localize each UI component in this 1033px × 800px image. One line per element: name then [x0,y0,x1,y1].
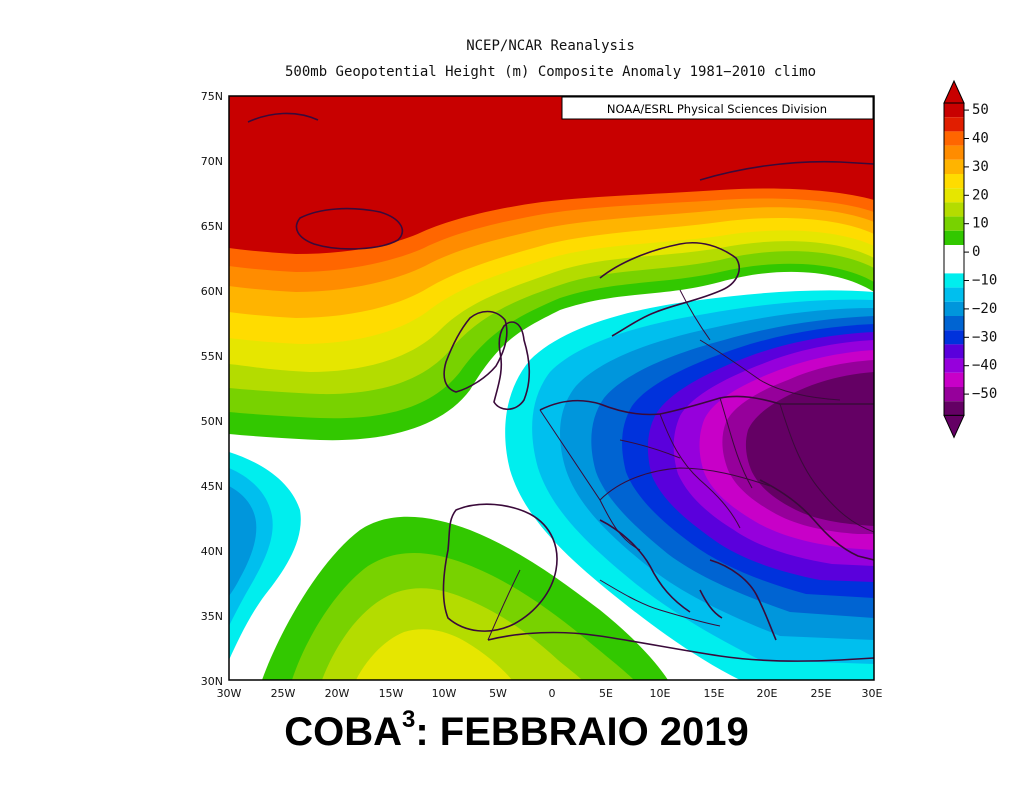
colorbar-swatch [944,401,964,416]
colorbar-label: 20 [972,187,989,203]
colorbar-label: 0 [972,244,980,260]
borders [487,289,874,641]
lat-label: 65N [201,220,223,233]
credit-text: NOAA/ESRL Physical Sciences Division [607,102,827,116]
chart-title: NCEP/NCAR Reanalysis [466,38,635,54]
colorbar-label: 50 [972,102,989,118]
lat-label: 35N [201,610,223,623]
lon-label: 25W [271,687,296,700]
colorbar-swatch [944,230,964,245]
colorbar-swatch [944,287,964,302]
colorbar-swatch [944,216,964,231]
colorbar-label: 40 [972,131,989,147]
colorbar-label: 30 [972,159,989,175]
lon-label: 5W [489,687,507,700]
credit-box [561,96,874,120]
colorbar-swatch [944,330,964,345]
caption-main: COBA [284,710,402,754]
lat-label: 45N [201,480,223,493]
lon-label: 10E [650,687,671,700]
lat-label: 50N [201,415,223,428]
colorbar-swatch [944,387,964,402]
colorbar-swatch [944,245,964,260]
slide-caption: COBA3: FEBBRAIO 2019 [0,706,1033,755]
colorbar-swatch [944,273,964,288]
colorbar-swatch [944,145,964,160]
colorbar-swatch [944,316,964,331]
lon-label: 15W [379,687,404,700]
colorbar-swatch [944,117,964,132]
lon-label: 25E [811,687,832,700]
band-pos-50 [229,96,874,254]
colorbar-swatch [944,159,964,174]
lat-axis: 75N 70N 65N 60N 55N 50N 45N 40N 35N 30N [201,90,223,688]
lat-label: 75N [201,90,223,103]
lon-axis: 30W 25W 20W 15W 10W 5W 0 5E 10E 15E 20E … [217,687,883,700]
lon-label: 20E [757,687,778,700]
colorbar-arrow-bottom [943,414,965,439]
lat-label: 60N [201,285,223,298]
colorbar: 50 40 30 20 10 0 −10 −20 −30 −40 −50 [943,79,997,439]
lon-label: 10W [432,687,457,700]
colorbar-swatch [944,103,964,118]
band-south-pos-25 [356,629,512,680]
lon-label: 30E [862,687,883,700]
colorbar-swatch [944,174,964,189]
colorbar-swatch [944,131,964,146]
lat-label: 40N [201,545,223,558]
colorbar-swatch [944,301,964,316]
lon-label: 30W [217,687,242,700]
lon-label: 15E [704,687,725,700]
colorbar-label: −10 [972,273,997,289]
lon-label: 20W [325,687,350,700]
coastlines [247,112,874,662]
colorbar-swatch [944,259,964,274]
lon-label: 5E [599,687,613,700]
colorbar-swatch [944,372,964,387]
colorbar-label: 10 [972,216,989,232]
lon-label: 0 [549,687,556,700]
caption-rest: : FEBBRAIO 2019 [415,710,749,754]
lat-label: 55N [201,350,223,363]
plot-frame [228,95,875,681]
lat-label: 70N [201,155,223,168]
colorbar-label: −50 [972,386,997,402]
colorbar-swatch [944,344,964,359]
colorbar-label: −20 [972,301,997,317]
band-west-neg-15 [229,486,257,596]
colorbar-swatch [944,188,964,203]
colorbar-label: −30 [972,329,997,345]
band-neg-50 [745,372,874,526]
colorbar-arrow-top [943,79,965,104]
colorbar-swatch [944,202,964,217]
chart-subtitle: 500mb Geopotential Height (m) Composite … [284,64,816,80]
anomaly-field [229,96,874,680]
colorbar-label: −40 [972,358,997,374]
colorbar-swatch [944,358,964,373]
caption-superscript: 3 [402,706,416,733]
lat-label: 30N [201,675,223,688]
